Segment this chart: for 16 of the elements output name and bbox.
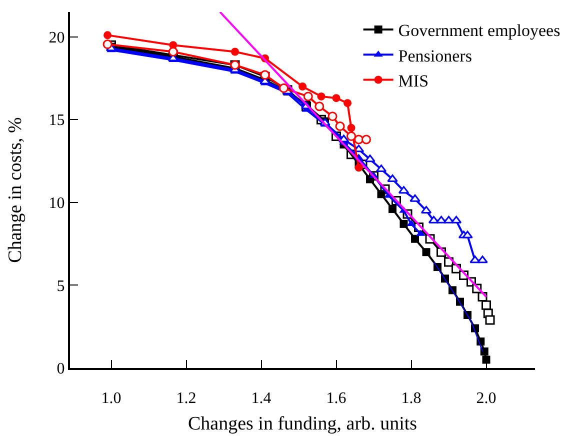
x-tick-label: 1.6 bbox=[326, 390, 346, 408]
legend-label: Pensioners bbox=[398, 46, 472, 66]
x-tick-label: 1.2 bbox=[176, 390, 196, 408]
y-tick-label: 20 bbox=[48, 29, 65, 46]
legend-label: Government employees bbox=[398, 21, 560, 40]
x-axis-title: Changes in funding, arb. units bbox=[188, 414, 418, 434]
x-tick-label: 2.0 bbox=[476, 390, 496, 408]
x-tick-label: 1.0 bbox=[101, 390, 122, 408]
y-tick-label: 10 bbox=[48, 195, 65, 212]
y-tick-label: 0 bbox=[56, 360, 65, 378]
x-tick-label: 1.4 bbox=[251, 390, 272, 408]
legend-label: MIS bbox=[398, 71, 429, 90]
y-tick-label: 15 bbox=[48, 112, 65, 130]
x-tick-label: 1.8 bbox=[401, 390, 422, 408]
y-tick-label: 5 bbox=[56, 278, 65, 295]
y-axis-title: Change in costs, % bbox=[5, 117, 26, 263]
